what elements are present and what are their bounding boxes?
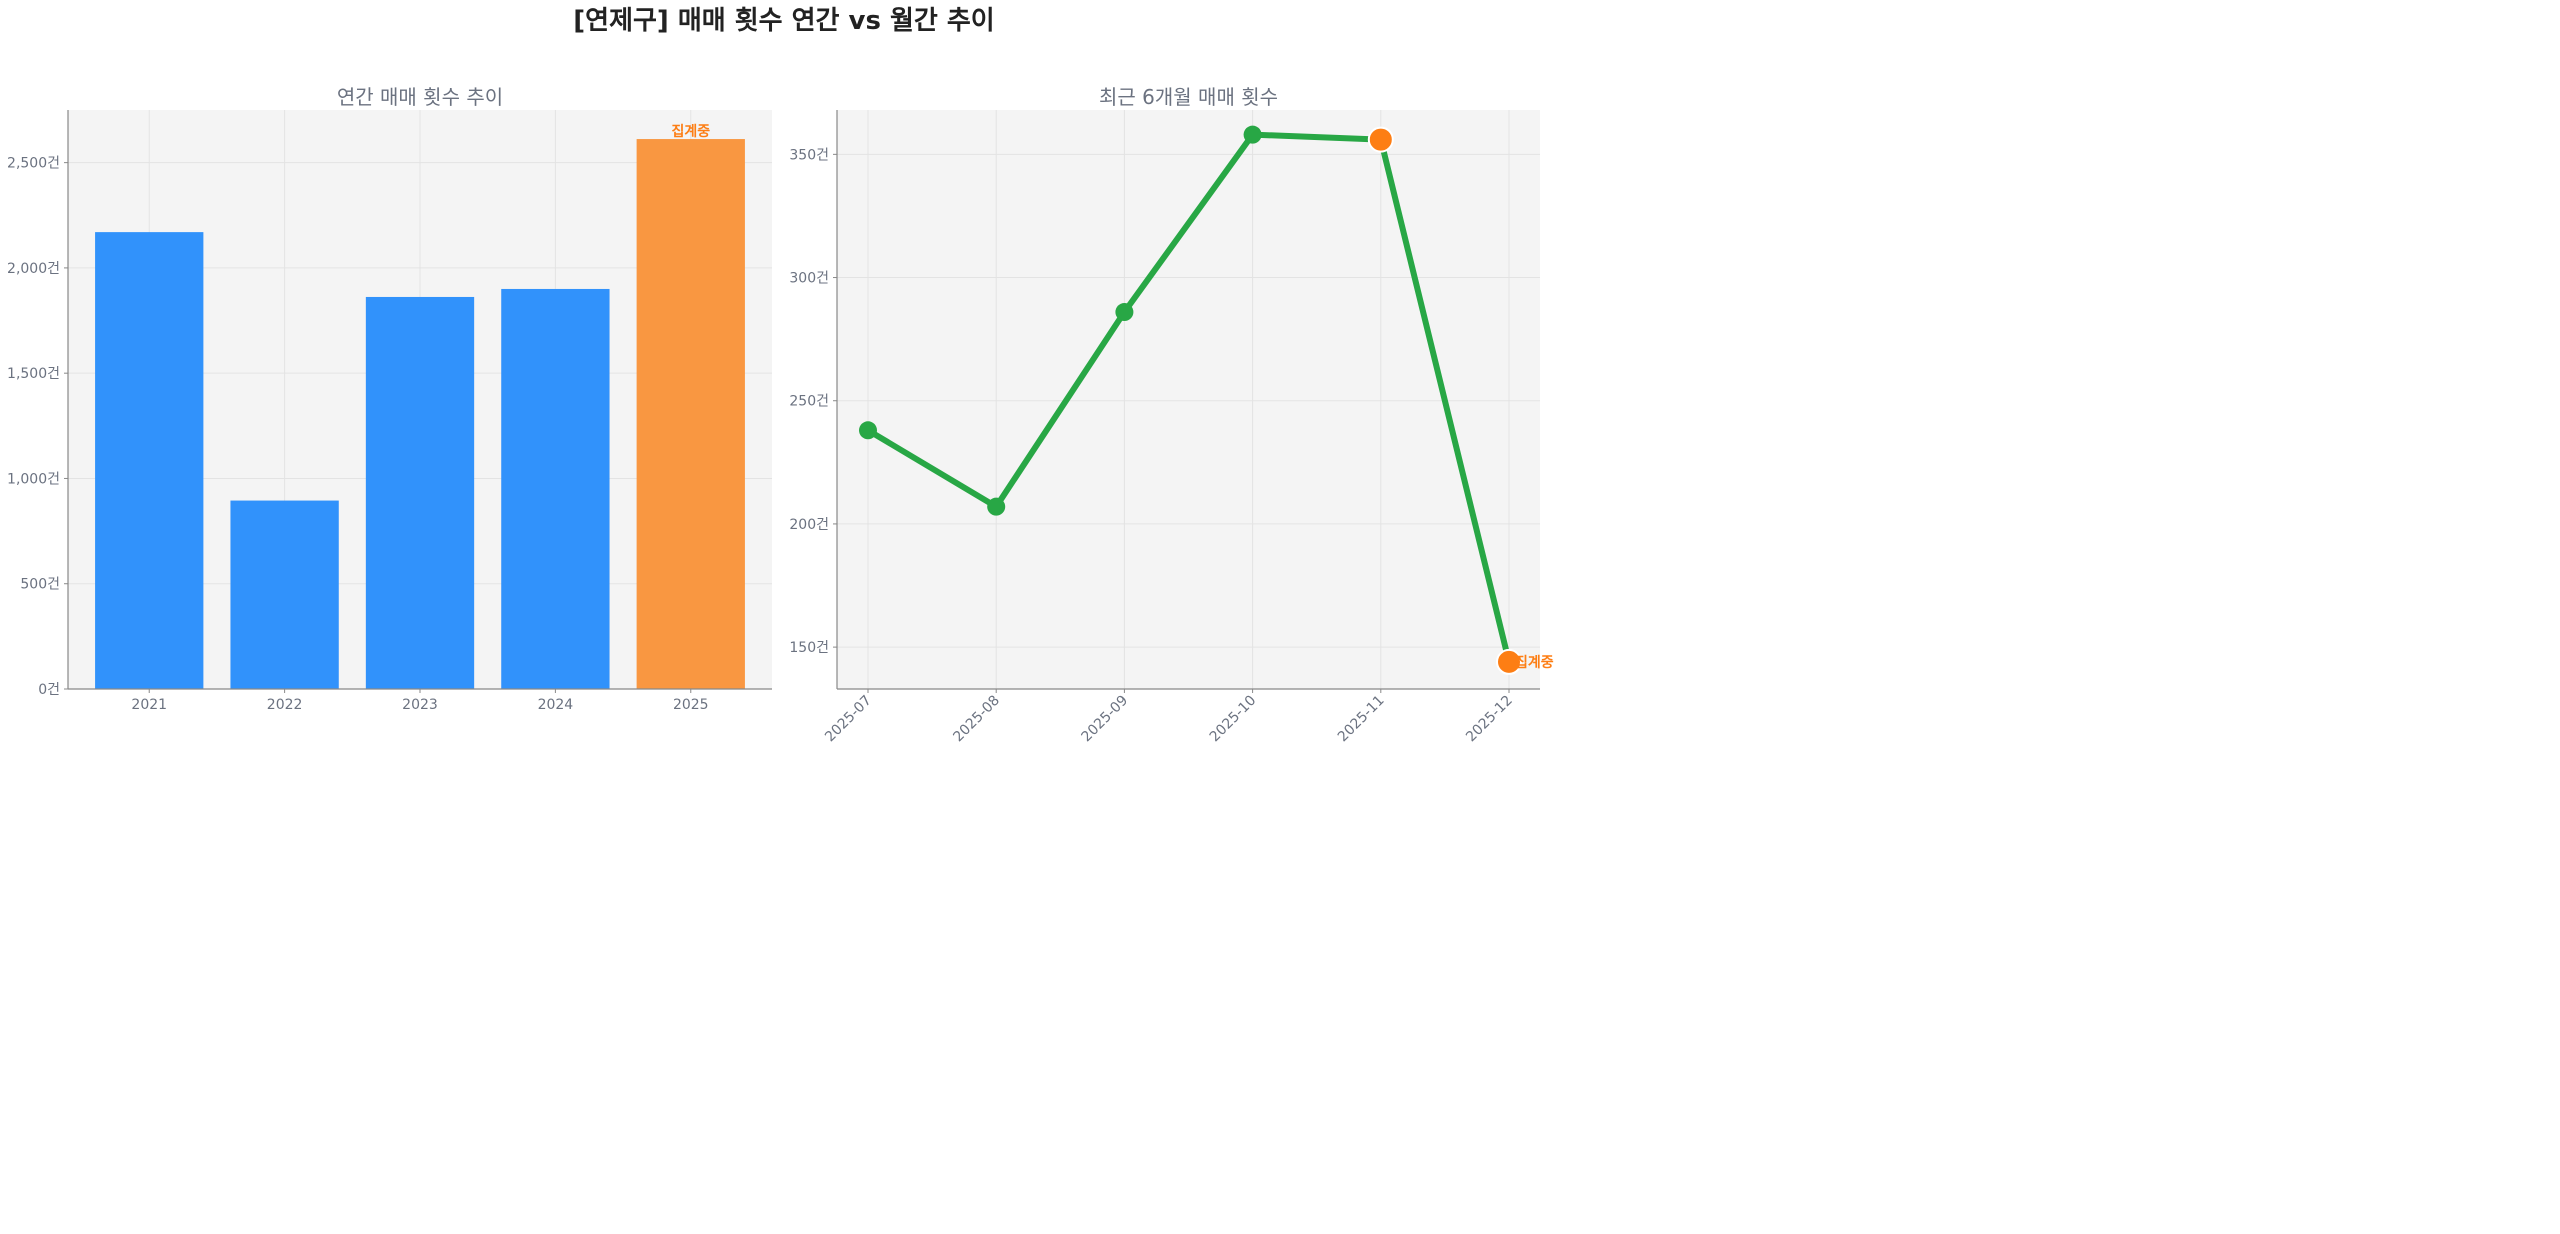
x-tick-label: 2025-12 bbox=[1463, 693, 1516, 746]
chart-title: 최근 6개월 매매 횟수 bbox=[1099, 85, 1278, 109]
y-tick-label: 250건 bbox=[789, 394, 829, 410]
x-tick-label: 2025-11 bbox=[1335, 693, 1388, 746]
figure-title: [연제구] 매매 횟수 연간 vs 월간 추이 bbox=[573, 6, 995, 36]
x-tick-label: 2025-07 bbox=[822, 693, 875, 746]
x-tick-label: 2025-10 bbox=[1207, 693, 1260, 746]
y-tick-label: 2,000건 bbox=[7, 261, 60, 277]
data-point-2025-08 bbox=[987, 497, 1006, 516]
x-tick-label: 2024 bbox=[538, 697, 574, 713]
plot-area bbox=[837, 110, 1540, 689]
bar-2022 bbox=[230, 500, 339, 689]
y-tick-label: 2,500건 bbox=[7, 156, 60, 172]
y-tick-label: 1,500건 bbox=[7, 366, 60, 382]
data-point-2025-07 bbox=[859, 421, 877, 440]
annotation-label: 집계중 bbox=[671, 123, 710, 140]
x-tick-label: 2025-09 bbox=[1079, 693, 1132, 746]
y-tick-label: 0건 bbox=[38, 682, 60, 698]
y-tick-label: 300건 bbox=[789, 271, 829, 287]
series-line bbox=[865, 131, 1512, 665]
bar-2024 bbox=[501, 288, 610, 689]
y-tick-label: 1,000건 bbox=[7, 471, 60, 487]
y-tick-label: 150건 bbox=[789, 640, 829, 656]
x-tick-label: 2025-08 bbox=[950, 693, 1003, 746]
data-point-2025-10 bbox=[1243, 125, 1262, 144]
x-tick-label: 2023 bbox=[402, 697, 438, 713]
data-point-2025-11 bbox=[1367, 126, 1394, 153]
data-point-2025-12 bbox=[1496, 648, 1522, 675]
y-tick-label: 350건 bbox=[789, 147, 829, 163]
chart-title: 연간 매매 횟수 추이 bbox=[337, 85, 503, 109]
y-tick-label: 200건 bbox=[789, 517, 829, 533]
bar-2023 bbox=[365, 296, 475, 689]
bar-2021 bbox=[95, 232, 204, 689]
annotation-label: 집계중 bbox=[1515, 654, 1554, 671]
y-tick-label: 500건 bbox=[20, 577, 60, 593]
data-point-2025-09 bbox=[1115, 303, 1134, 322]
bar-2025 bbox=[636, 139, 745, 689]
x-tick-label: 2022 bbox=[267, 697, 303, 713]
x-tick-label: 2025 bbox=[673, 697, 709, 713]
x-tick-label: 2021 bbox=[131, 697, 167, 713]
